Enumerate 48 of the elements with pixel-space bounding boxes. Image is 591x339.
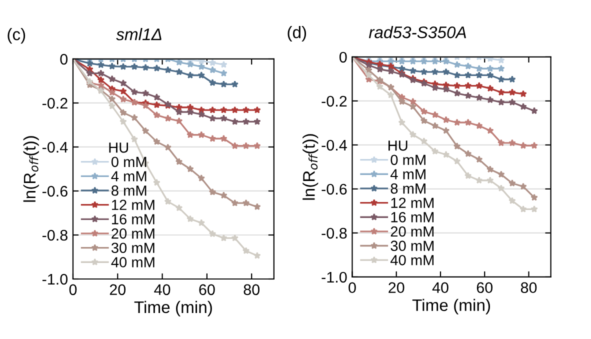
x-axis-title: Time (min)	[412, 298, 490, 314]
legend-label: 40 mM	[390, 255, 434, 266]
y-tick-label: -0.8	[42, 230, 68, 241]
y-tick-label: 0	[60, 54, 68, 65]
y-tick-label: -0.4	[322, 140, 347, 151]
y-tick-label: -1.0	[322, 272, 347, 283]
y-tick-label: -0.2	[322, 96, 347, 107]
legend-label: 8 mM	[112, 185, 146, 196]
legend-label: 30 mM	[111, 242, 154, 254]
legend-title: HU	[388, 140, 408, 151]
legend-label: 8 mM	[390, 183, 426, 194]
x-tick-label: 20	[110, 284, 126, 296]
x-tick-label: 20	[388, 282, 404, 294]
text: (d)	[288, 26, 306, 42]
legend-label: 16 mM	[112, 214, 154, 224]
x-tick-label: 40	[432, 282, 448, 294]
x-tick-label: 60	[199, 284, 215, 296]
legend-label: 16 mM	[391, 212, 434, 222]
x-tick-label: 80	[520, 282, 537, 294]
legend-label: 12 mM	[391, 198, 434, 208]
y-tick-label: -0.6	[42, 186, 68, 197]
y-tick-label: 0	[339, 52, 347, 63]
y-tick-label: -0.2	[42, 98, 68, 109]
legend-label: 20 mM	[112, 228, 154, 239]
legend-title: HU	[109, 142, 128, 153]
x-tick-label: 0	[348, 282, 356, 294]
chart-title: rad53-S350A	[368, 26, 466, 38]
legend-label: 40 mM	[111, 257, 154, 268]
x-axis-title: Time (min)	[134, 300, 212, 316]
legend-label: 0 mM	[390, 154, 426, 166]
x-tick-label: 80	[244, 284, 260, 296]
x-tick-label: 40	[154, 284, 170, 296]
y-tick-label: -0.8	[322, 228, 347, 239]
x-tick-label: 0	[69, 284, 77, 296]
legend-label: 20 mM	[390, 226, 434, 237]
legend-label: 0 mM	[111, 156, 146, 168]
legend-label: 4 mM	[390, 169, 426, 180]
y-tick-label: -0.6	[322, 184, 347, 195]
y-tick-label: -0.4	[42, 142, 68, 153]
y-axis-title: ln(R$_{off}$(t))	[23, 136, 39, 202]
text: (c)	[8, 28, 26, 44]
legend-label: 4 mM	[111, 171, 146, 182]
y-tick-label: -1.0	[42, 274, 68, 285]
legend-label: 12 mM	[112, 200, 154, 210]
chart-title: sml1Δ	[116, 28, 162, 40]
x-tick-label: 60	[476, 282, 493, 294]
y-axis-title: ln(R$_{off}$(t))	[302, 134, 318, 200]
legend-label: 30 mM	[390, 240, 434, 252]
